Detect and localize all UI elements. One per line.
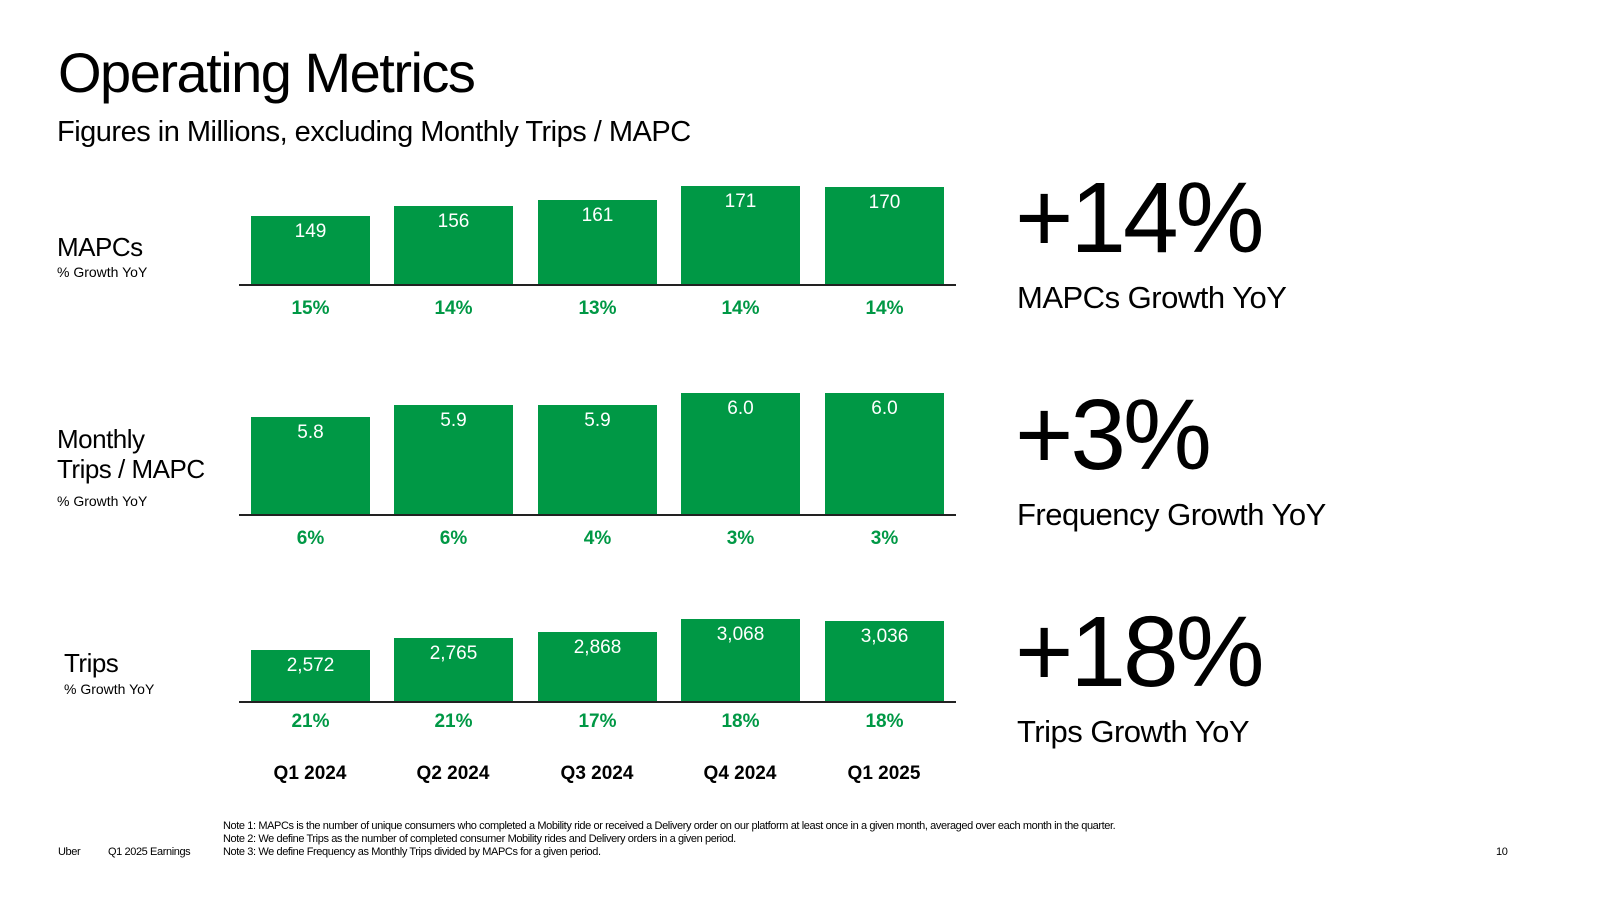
frequency-growth-label: 6% (439, 528, 468, 549)
trips-bar (538, 631, 657, 701)
frequency-bar (538, 404, 657, 514)
trips-bar (394, 637, 513, 701)
trips-bar-value: 2,868 (573, 636, 622, 658)
trips-bar (825, 621, 944, 701)
frequency-bar-value: 6.0 (727, 397, 754, 419)
category-label: Q2 2024 (416, 763, 490, 784)
mapcs-bar (251, 216, 370, 284)
trips-bar (251, 650, 370, 701)
mapcs-growth-label: 13% (578, 298, 617, 319)
mapcs-bar-value: 171 (724, 191, 757, 213)
mapcs-bar-value: 149 (294, 221, 327, 242)
mapcs-sublabel: % Growth YoY (57, 264, 148, 280)
frequency-label-line2: Trips / MAPC (57, 454, 205, 484)
frequency-bar-value: 5.8 (297, 421, 324, 443)
trips-growth-label: 18% (721, 711, 760, 732)
footnote-3: Note 3: We define Frequency as Monthly T… (223, 846, 601, 858)
trips-baseline (239, 701, 956, 703)
frequency-bar (394, 404, 513, 514)
mapcs-bar (394, 206, 513, 284)
category-label: Q1 2025 (847, 763, 921, 784)
trips-growth-label: 21% (434, 711, 473, 732)
footnote-2: Note 2: We define Trips as the number of… (223, 833, 736, 845)
category-label: Q4 2024 (703, 763, 777, 784)
frequency-growth-label: 3% (870, 528, 899, 549)
mapcs-bar (538, 199, 657, 284)
mapcs-growth-label: 15% (291, 298, 330, 319)
trips-sublabel: % Growth YoY (64, 681, 155, 697)
frequency-sublabel: % Growth YoY (57, 493, 148, 509)
frequency-bar-value: 6.0 (871, 397, 898, 419)
frequency-bar (251, 416, 370, 514)
frequency-growth-label: 3% (726, 528, 755, 549)
frequency-growth-label: 4% (583, 528, 612, 549)
mapcs-bar-value: 161 (581, 204, 614, 226)
trips-label: Trips (64, 648, 119, 678)
page-title: Operating Metrics (58, 41, 476, 104)
frequency-bar-value: 5.9 (440, 409, 467, 431)
frequency-bar (825, 392, 944, 514)
trips-growth-label: 17% (578, 711, 617, 732)
frequency-growth-label: 6% (296, 528, 325, 549)
mapcs-bar (681, 186, 800, 284)
frequency-label-line1: Monthly (57, 424, 145, 454)
mapcs-growth-label: 14% (865, 298, 904, 319)
frequency-growth-label: Frequency Growth YoY (1017, 497, 1326, 532)
frequency-bar (681, 392, 800, 514)
mapcs-baseline (239, 284, 956, 286)
trips-bar-value: 3,068 (716, 624, 765, 645)
frequency-growth-value: +3% (1015, 379, 1212, 491)
mapcs-growth-label: 14% (434, 298, 473, 319)
footer-report: Q1 2025 Earnings (108, 846, 191, 858)
trips-bar-value: 2,572 (286, 655, 335, 676)
mapcs-growth-label: 14% (721, 298, 760, 319)
mapcs-label: MAPCs (57, 232, 143, 262)
trips-growth-label: Trips Growth YoY (1017, 714, 1250, 749)
mapcs-bar (825, 187, 944, 284)
mapcs-growth-label: MAPCs Growth YoY (1017, 280, 1287, 315)
trips-bar-value: 2,765 (429, 642, 478, 664)
category-label: Q1 2024 (273, 763, 347, 784)
category-label: Q3 2024 (560, 763, 634, 784)
trips-bar-value: 3,036 (860, 626, 909, 647)
mapcs-growth-value: +14% (1015, 162, 1265, 274)
trips-growth-label: 18% (865, 711, 904, 732)
frequency-baseline (239, 514, 956, 516)
footnote-1: Note 1: MAPCs is the number of unique co… (223, 820, 1116, 832)
page-number: 10 (1496, 846, 1508, 858)
mapcs-bar-value: 156 (437, 211, 470, 233)
footer-brand: Uber (58, 846, 81, 858)
trips-growth-value: +18% (1015, 596, 1265, 708)
frequency-bar-value: 5.9 (584, 409, 611, 431)
trips-growth-label: 21% (291, 711, 330, 732)
trips-bar (681, 619, 800, 701)
mapcs-bar-value: 170 (868, 192, 901, 214)
page-subtitle: Figures in Millions, excluding Monthly T… (57, 116, 691, 148)
